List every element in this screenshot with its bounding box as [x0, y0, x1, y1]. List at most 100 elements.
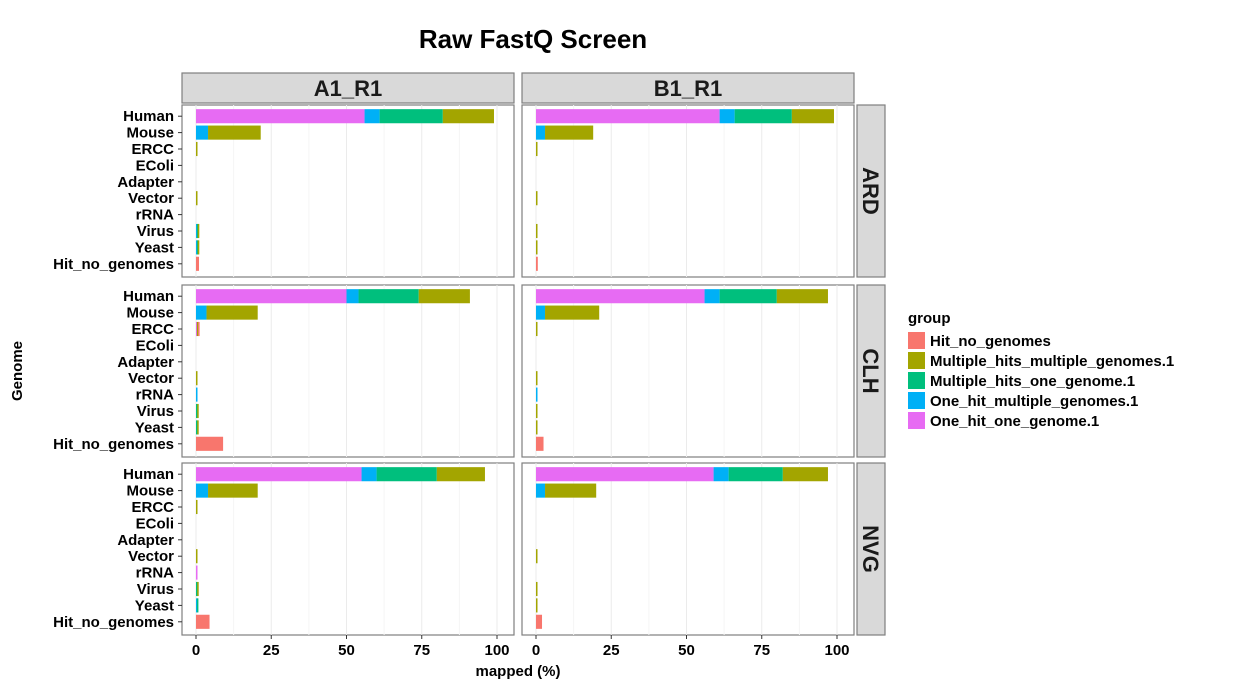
legend-swatch-multiple-hits-multiple-genomes-1	[908, 352, 925, 369]
bar-clh-a1-r1-rrna-one-hit-multiple-genomes-1	[196, 387, 198, 402]
legend-title: group	[908, 310, 951, 327]
y-tick-label-nvg-adapter: Adapter	[117, 532, 174, 549]
bar-ard-a1-r1-hit-no-genomes-hit-no-genomes	[196, 256, 200, 271]
y-tick-label-nvg-virus: Virus	[137, 581, 174, 598]
bar-clh-a1-r1-virus-multiple-hits-multiple-genomes-1	[197, 403, 199, 419]
bar-clh-a1-r1-yeast-multiple-hits-one-genome-1	[196, 420, 198, 435]
x-tick-label-a1-r1-25: 25	[263, 642, 280, 659]
chart-title: Raw FastQ Screen	[419, 24, 647, 54]
bar-ard-a1-r1-ercc-multiple-hits-multiple-genomes-1	[196, 141, 198, 157]
bar-ard-a1-r1-human-multiple-hits-one-genome-1	[379, 109, 443, 124]
bar-nvg-b1-r1-yeast-multiple-hits-multiple-genomes-1	[536, 598, 538, 613]
bar-ard-b1-r1-human-one-hit-one-genome-1	[536, 109, 720, 124]
bar-clh-a1-r1-yeast-multiple-hits-multiple-genomes-1	[197, 420, 199, 435]
y-tick-label-nvg-hit-no-genomes: Hit_no_genomes	[53, 614, 174, 631]
bar-clh-a1-r1-hit-no-genomes-hit-no-genomes	[196, 436, 224, 451]
bar-ard-a1-r1-yeast-one-hit-multiple-genomes-1	[196, 240, 198, 255]
facet-strip-label-clh: CLH	[858, 348, 883, 393]
legend-swatch-hit-no-genomes	[908, 332, 925, 349]
bar-ard-a1-r1-human-one-hit-multiple-genomes-1	[364, 109, 380, 124]
bar-ard-a1-r1-yeast-multiple-hits-multiple-genomes-1	[197, 240, 200, 255]
bar-ard-b1-r1-mouse-one-hit-multiple-genomes-1	[536, 125, 546, 140]
bar-nvg-a1-r1-human-one-hit-one-genome-1	[196, 467, 362, 482]
y-tick-label-ard-ercc: ERCC	[131, 141, 174, 158]
x-tick-label-a1-r1-75: 75	[413, 642, 430, 659]
y-tick-label-clh-adapter: Adapter	[117, 354, 174, 371]
y-tick-label-ard-yeast: Yeast	[135, 239, 174, 256]
bar-ard-a1-r1-human-multiple-hits-multiple-genomes-1	[442, 109, 494, 124]
bar-clh-a1-r1-human-one-hit-multiple-genomes-1	[346, 289, 359, 304]
bar-nvg-b1-r1-virus-multiple-hits-multiple-genomes-1	[536, 581, 538, 597]
x-axis-title: mapped (%)	[475, 663, 560, 680]
bar-clh-b1-r1-human-multiple-hits-multiple-genomes-1	[776, 289, 828, 304]
bar-nvg-a1-r1-human-multiple-hits-multiple-genomes-1	[436, 467, 485, 482]
bar-nvg-a1-r1-human-one-hit-multiple-genomes-1	[361, 467, 377, 482]
legend-label-multiple-hits-multiple-genomes-1: Multiple_hits_multiple_genomes.1	[930, 353, 1174, 370]
x-tick-label-b1-r1-75: 75	[753, 642, 770, 659]
bar-nvg-b1-r1-human-one-hit-one-genome-1	[536, 467, 714, 482]
legend-label-one-hit-one-genome-1: One_hit_one_genome.1	[930, 413, 1099, 430]
x-tick-label-a1-r1-0: 0	[192, 642, 200, 659]
y-tick-label-ard-rrna: rRNA	[136, 207, 175, 224]
y-tick-label-nvg-mouse: Mouse	[126, 483, 174, 500]
x-tick-label-b1-r1-0: 0	[532, 642, 540, 659]
y-tick-label-clh-ercc: ERCC	[131, 321, 174, 338]
bar-ard-a1-r1-yeast-multiple-hits-one-genome-1	[196, 240, 199, 255]
legend-swatch-multiple-hits-one-genome-1	[908, 372, 925, 389]
y-tick-label-ard-human: Human	[123, 108, 174, 125]
facet-strip-nvg	[856, 462, 886, 636]
facet-strip-ard	[856, 104, 886, 278]
y-tick-label-clh-vector: Vector	[128, 370, 174, 387]
bar-clh-b1-r1-hit-no-genomes-hit-no-genomes	[536, 436, 544, 451]
bar-clh-a1-r1-human-one-hit-one-genome-1	[196, 289, 347, 304]
x-tick-label-b1-r1-50: 50	[678, 642, 695, 659]
bar-ard-b1-r1-mouse-multiple-hits-multiple-genomes-1	[545, 125, 594, 140]
facet-strip-label-ard: ARD	[858, 167, 883, 215]
y-tick-label-nvg-vector: Vector	[128, 548, 174, 565]
y-tick-label-clh-virus: Virus	[137, 403, 174, 420]
bar-nvg-a1-r1-mouse-one-hit-multiple-genomes-1	[196, 483, 209, 498]
y-tick-label-clh-human: Human	[123, 288, 174, 305]
legend-label-multiple-hits-one-genome-1: Multiple_hits_one_genome.1	[930, 373, 1135, 390]
bar-nvg-a1-r1-human-multiple-hits-one-genome-1	[376, 467, 437, 482]
x-tick-label-b1-r1-100: 100	[824, 642, 849, 659]
facet-strip-a1-r1	[181, 72, 515, 104]
y-tick-label-ard-ecoli: EColi	[136, 157, 174, 174]
bar-clh-b1-r1-mouse-one-hit-multiple-genomes-1	[536, 305, 546, 320]
y-axis-title: Genome	[9, 341, 26, 401]
y-tick-label-ard-virus: Virus	[137, 223, 174, 240]
bar-ard-b1-r1-virus-multiple-hits-multiple-genomes-1	[536, 223, 538, 239]
bar-ard-a1-r1-mouse-multiple-hits-multiple-genomes-1	[208, 125, 261, 140]
bar-clh-a1-r1-human-multiple-hits-multiple-genomes-1	[418, 289, 470, 304]
bar-ard-b1-r1-ercc-multiple-hits-multiple-genomes-1	[536, 141, 538, 157]
bar-nvg-a1-r1-vector-multiple-hits-multiple-genomes-1	[196, 549, 198, 564]
bar-clh-a1-r1-mouse-multiple-hits-multiple-genomes-1	[206, 305, 258, 320]
bar-clh-a1-r1-virus-multiple-hits-one-genome-1	[196, 403, 198, 419]
legend-label-hit-no-genomes: Hit_no_genomes	[930, 333, 1051, 350]
facet-strip-label-nvg: NVG	[858, 525, 883, 573]
facet-strip-label-a1-r1: A1_R1	[314, 76, 382, 101]
bar-ard-a1-r1-mouse-one-hit-multiple-genomes-1	[196, 125, 209, 140]
y-tick-label-nvg-ecoli: EColi	[136, 515, 174, 532]
y-tick-label-clh-yeast: Yeast	[135, 419, 174, 436]
legend-label-one-hit-multiple-genomes-1: One_hit_multiple_genomes.1	[930, 393, 1138, 410]
panels-layer: A1_R1 B1_R1ARDCLHNVGHumanMouseERCCEColiAd…	[53, 72, 886, 659]
y-tick-label-ard-vector: Vector	[128, 190, 174, 207]
facet-strip-b1-r1	[521, 72, 855, 104]
bar-nvg-a1-r1-virus-multiple-hits-multiple-genomes-1	[197, 581, 199, 597]
y-tick-label-ard-hit-no-genomes: Hit_no_genomes	[53, 256, 174, 273]
facet-strip-label-b1-r1: B1_R1	[654, 76, 722, 101]
y-tick-label-clh-mouse: Mouse	[126, 305, 174, 322]
legend-swatch-one-hit-one-genome-1	[908, 412, 925, 429]
bar-clh-b1-r1-human-one-hit-one-genome-1	[536, 289, 705, 304]
facet-strip-clh	[856, 284, 886, 458]
legend: group Hit_no_genomes Multiple_hits_multip…	[908, 310, 1174, 430]
x-tick-label-b1-r1-25: 25	[603, 642, 620, 659]
y-tick-label-nvg-yeast: Yeast	[135, 597, 174, 614]
y-tick-label-ard-mouse: Mouse	[126, 125, 174, 142]
bar-nvg-a1-r1-hit-no-genomes-hit-no-genomes	[196, 614, 210, 629]
bar-ard-b1-r1-human-one-hit-multiple-genomes-1	[719, 109, 735, 124]
bar-nvg-b1-r1-mouse-one-hit-multiple-genomes-1	[536, 483, 546, 498]
